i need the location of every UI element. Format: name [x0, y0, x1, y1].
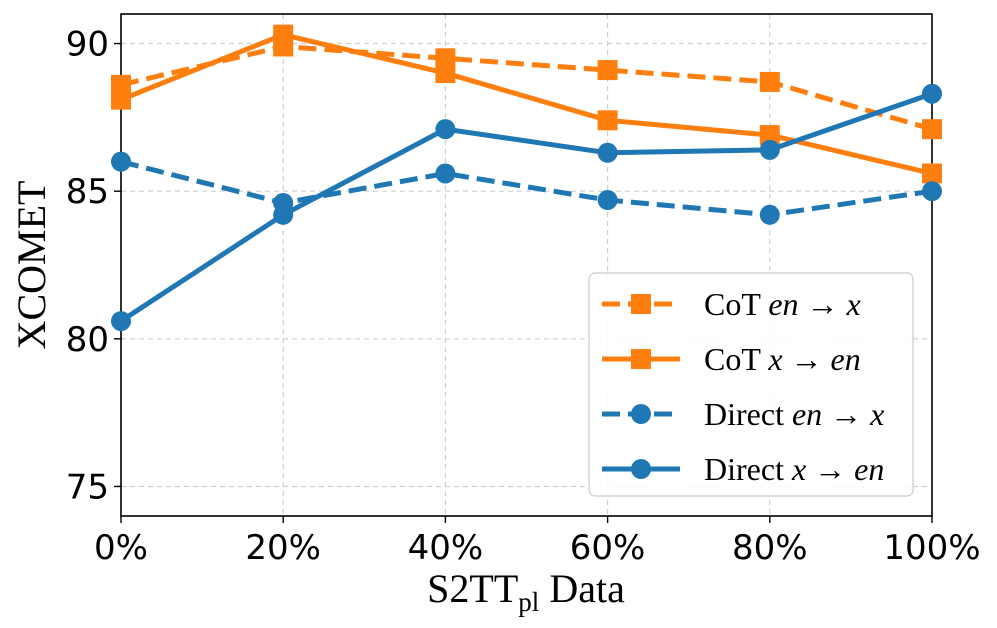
x-tick-label: 20% [245, 528, 321, 568]
y-axis-title: XCOMET [9, 181, 54, 350]
data-point [273, 24, 294, 45]
legend-marker [631, 349, 651, 369]
data-point [759, 125, 780, 146]
plot-frame [120, 13, 933, 517]
legend-marker [631, 294, 651, 314]
data-point [435, 63, 456, 84]
legend-label: Direct en → x [704, 396, 884, 432]
series-line [120, 32, 933, 176]
data-point [759, 204, 780, 225]
series-cot-xtoen [111, 24, 942, 184]
data-point [597, 110, 618, 131]
y-tick-label: 85 [66, 172, 109, 212]
series-line [120, 43, 933, 132]
series-group [111, 24, 942, 332]
legend-box [588, 272, 914, 497]
x-tick-label: 100% [883, 528, 980, 568]
legend: CoT en → x CoT x → en Direct en → x Direct … [588, 272, 914, 497]
data-point [597, 190, 618, 211]
data-point [597, 142, 618, 163]
series-line [120, 159, 933, 218]
x-axis-title-main: S2TT [427, 566, 518, 611]
data-point [273, 204, 294, 225]
data-point [759, 71, 780, 92]
data-point [111, 89, 131, 110]
legend-label: CoT en → x [704, 286, 861, 322]
series-line [119, 91, 933, 324]
x-axis-title: S2TTpl Data [427, 566, 625, 617]
legend-entries: CoT en → x CoT x → en Direct en → x Direct … [602, 286, 884, 487]
data-point [922, 119, 942, 140]
data-point [759, 139, 780, 160]
legend-marker [631, 404, 651, 424]
series-direct-xtoen [111, 83, 942, 332]
legend-entry: Direct x → en [602, 451, 884, 487]
data-point [922, 83, 942, 104]
axis-ticks: 0% 20% 40% 60% 80% 100% 75 80 85 90 [66, 25, 981, 568]
y-tick-label: 75 [66, 467, 109, 507]
legend-label: Direct x → en [704, 451, 884, 487]
x-tick-label: 40% [408, 528, 484, 568]
x-tick-label: 60% [570, 528, 646, 568]
y-tick-label: 80 [66, 320, 109, 360]
x-axis-title-suffix: Data [539, 566, 625, 611]
y-tick-label: 90 [66, 25, 109, 65]
data-point [922, 181, 942, 202]
data-point [435, 119, 456, 140]
series-direct-entox [111, 151, 942, 225]
data-point [435, 163, 456, 184]
legend-entry: Direct en → x [602, 396, 884, 432]
x-axis-title-subscript: pl [518, 587, 539, 617]
data-point [111, 151, 131, 172]
legend-entry: CoT x → en [602, 341, 861, 377]
data-point [111, 311, 131, 332]
legend-entry: CoT en → x [602, 286, 861, 322]
data-point [922, 163, 942, 184]
legend-label: CoT x → en [704, 341, 861, 377]
x-tick-label: 80% [732, 528, 808, 568]
data-point [597, 60, 618, 81]
x-tick-label: 0% [94, 528, 148, 568]
legend-marker [631, 459, 651, 479]
